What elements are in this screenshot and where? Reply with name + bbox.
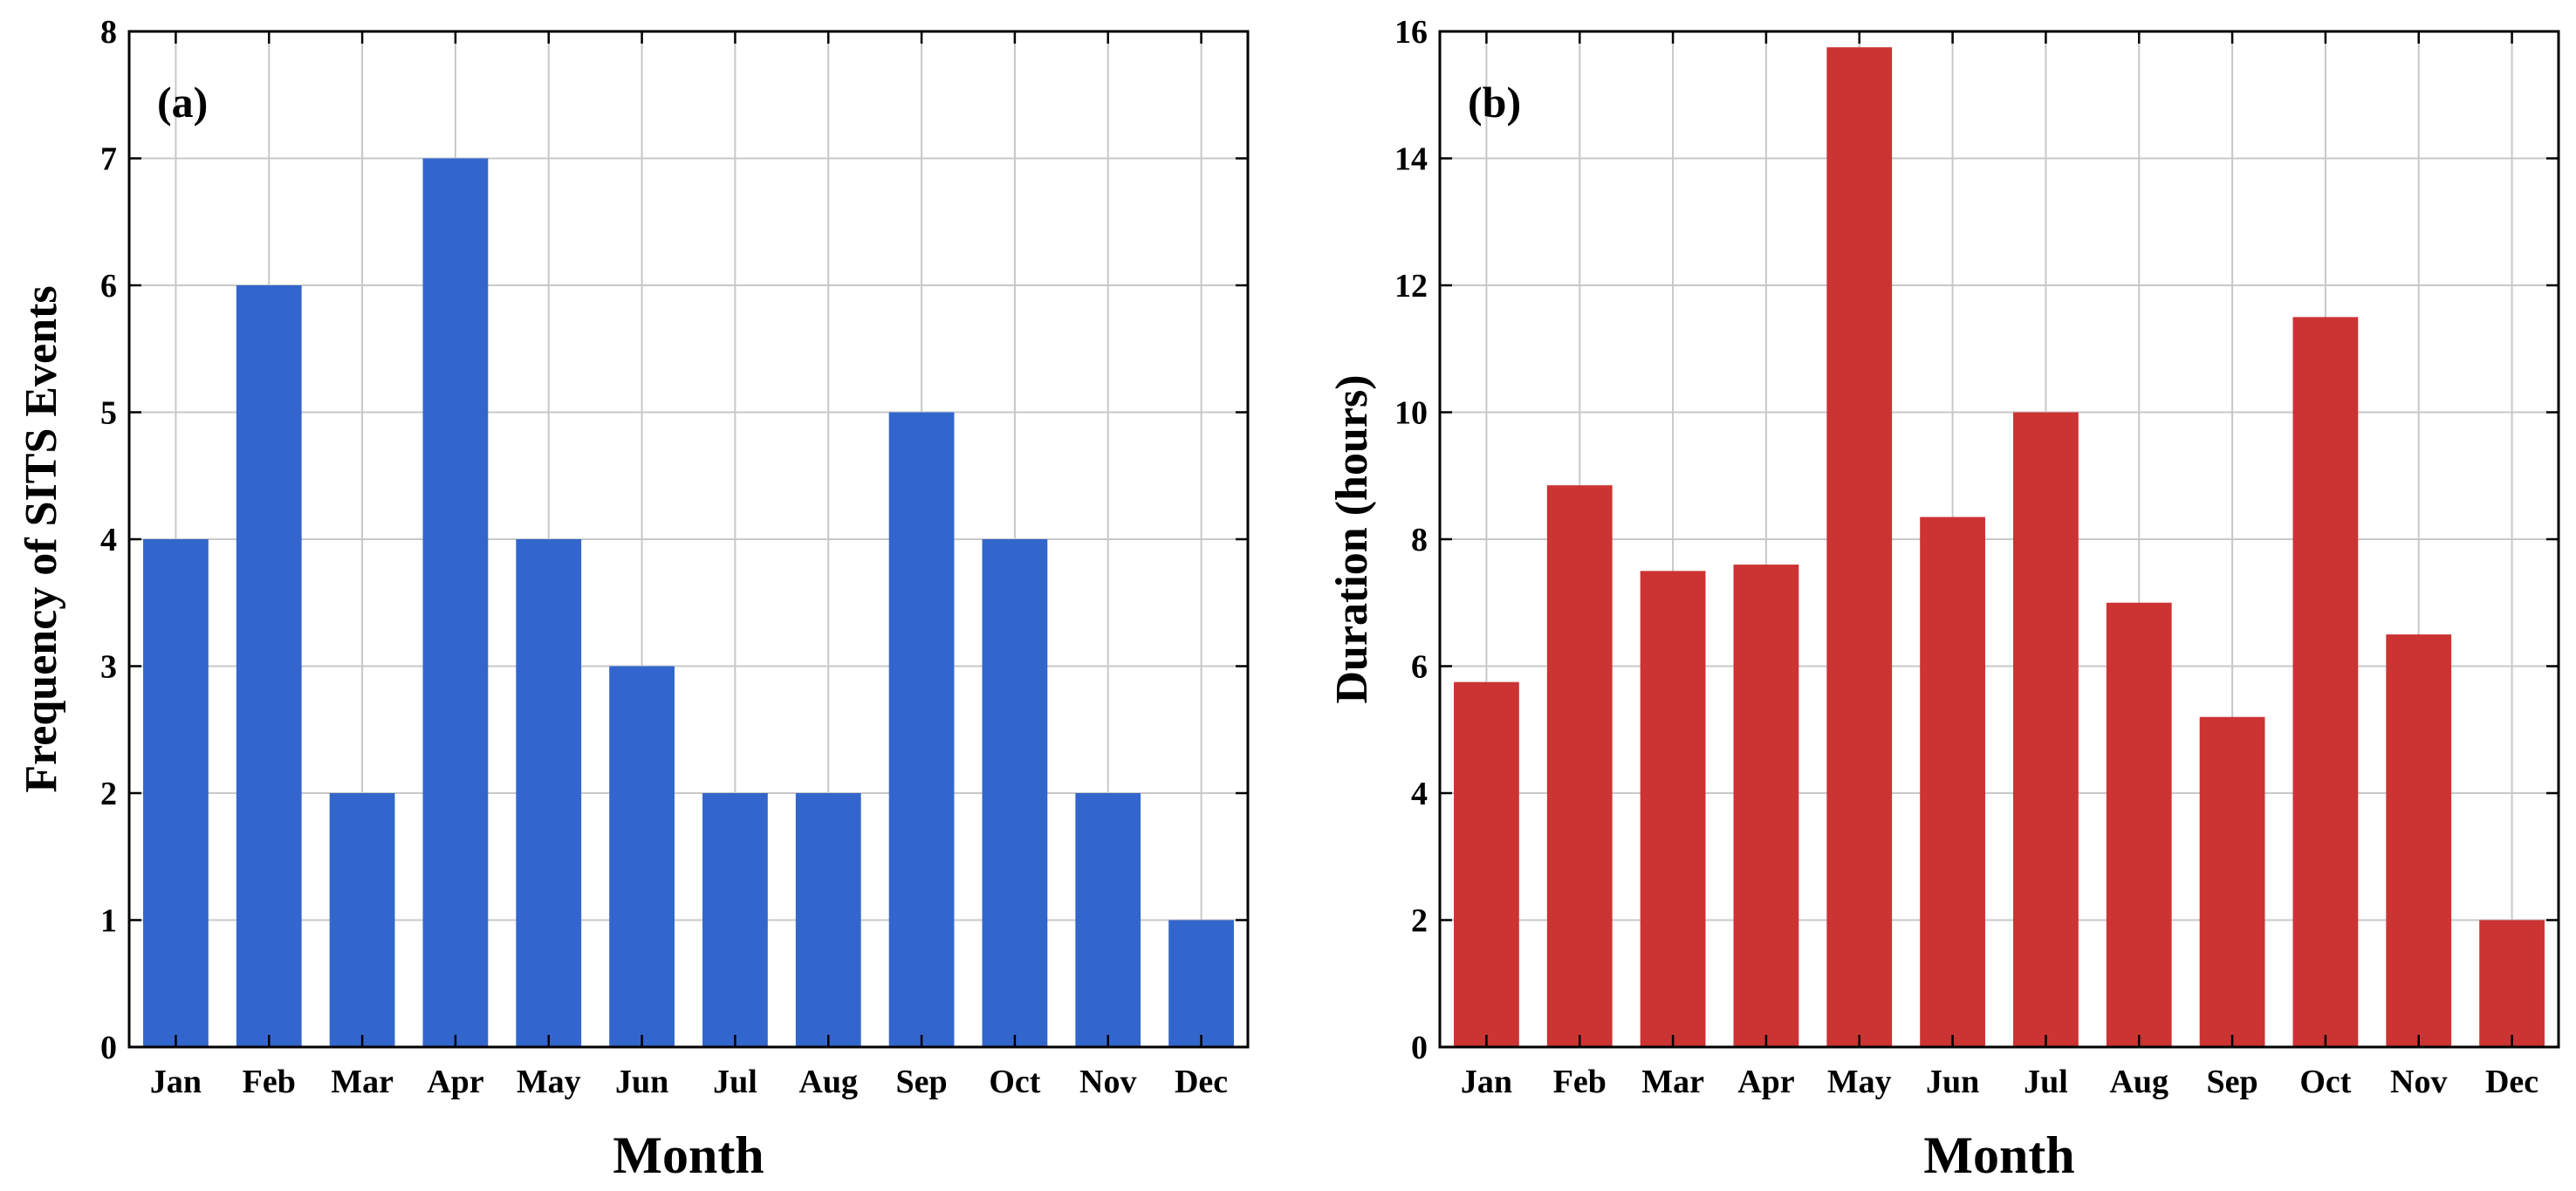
y-tick-label: 8	[1411, 522, 1428, 558]
y-tick-label: 6	[100, 268, 117, 305]
x-tick-label: Aug	[798, 1064, 858, 1100]
y-axis-label: Frequency of SITS Events	[17, 285, 66, 792]
chart-panel-a: 0 1 2 3 4 5 6 7 8 Jan Feb Mar Apr May Jun Jul Aug Sep Oct…	[17, 14, 1250, 1184]
x-tick-label: Sep	[896, 1064, 948, 1100]
bar-mar	[329, 793, 395, 1047]
x-tick-label: Oct	[989, 1064, 1040, 1100]
bar-may	[516, 539, 582, 1047]
x-tick-label: Feb	[243, 1064, 296, 1100]
x-tick-label: Jun	[615, 1064, 668, 1100]
x-tick-label: Jan	[150, 1064, 202, 1100]
x-axis-label: Month	[613, 1126, 764, 1184]
x-tick-labels: Jan Feb Mar Apr May Jun Jul Aug Sep Oct Nov Dec	[150, 1064, 1228, 1100]
y-tick-label: 6	[1411, 649, 1428, 686]
x-tick-label: Apr	[427, 1064, 484, 1100]
x-tick-label: Dec	[1175, 1064, 1228, 1100]
x-tick-label: Sep	[2207, 1064, 2258, 1100]
bar-jun	[1920, 517, 1985, 1047]
y-tick-label: 2	[1411, 903, 1428, 940]
bar-nov	[1075, 793, 1141, 1047]
y-tick-label: 0	[1411, 1030, 1428, 1066]
y-tick-labels: 0 1 2 3 4 5 6 7 8	[100, 14, 117, 1066]
bar-nov	[2386, 634, 2452, 1047]
y-tick-label: 3	[100, 649, 117, 686]
y-tick-label: 10	[1394, 395, 1428, 432]
x-tick-label: Mar	[331, 1064, 394, 1100]
x-tick-label: Dec	[2485, 1064, 2538, 1100]
x-tick-label: Oct	[2299, 1064, 2351, 1100]
bar-oct	[2292, 317, 2359, 1047]
y-tick-label: 16	[1394, 14, 1428, 51]
x-tick-label: May	[1827, 1064, 1892, 1100]
x-tick-label: May	[517, 1064, 581, 1100]
y-tick-label: 8	[100, 14, 117, 51]
bar-may	[1826, 47, 1893, 1047]
bar-aug	[795, 793, 861, 1047]
y-tick-labels: 0 2 4 6 8 10 12 14 16	[1394, 14, 1428, 1066]
x-tick-label: Aug	[2109, 1064, 2168, 1100]
chart-panel-b: 0 2 4 6 8 10 12 14 16 Jan Feb Mar Apr May Jun Jul Aug Se…	[1327, 14, 2560, 1184]
y-axis-label: Duration (hours)	[1327, 374, 1377, 703]
bars	[1454, 47, 2545, 1047]
y-tick-label: 1	[100, 903, 117, 940]
bar-apr	[422, 158, 489, 1047]
y-tick-label: 4	[1411, 776, 1428, 812]
bar-apr	[1733, 565, 1799, 1047]
bar-dec	[1168, 920, 1234, 1047]
x-tick-label: Feb	[1553, 1064, 1607, 1100]
bar-jul	[702, 793, 768, 1047]
bar-jan	[1454, 681, 1519, 1047]
x-axis-label: Month	[1923, 1126, 2074, 1184]
ticks	[129, 30, 1248, 1049]
x-tick-label: Jul	[2024, 1064, 2068, 1100]
x-tick-label: Mar	[1641, 1064, 1704, 1100]
x-tick-label: Jul	[713, 1064, 757, 1100]
x-tick-label: Apr	[1737, 1064, 1795, 1100]
panel-label: (a)	[157, 78, 208, 127]
bar-feb	[1546, 485, 1613, 1047]
y-tick-label: 7	[100, 141, 117, 178]
y-tick-label: 0	[100, 1030, 117, 1066]
bar-jan	[143, 539, 209, 1047]
x-tick-label: Nov	[2390, 1064, 2447, 1100]
y-tick-label: 14	[1394, 141, 1428, 178]
bar-sep	[888, 412, 955, 1047]
x-tick-label: Jan	[1461, 1064, 1512, 1100]
bar-dec	[2479, 920, 2545, 1047]
panel-label: (b)	[1468, 78, 1521, 127]
x-tick-labels: Jan Feb Mar Apr May Jun Jul Aug Sep Oct Nov Dec	[1461, 1064, 2538, 1100]
bar-feb	[236, 285, 302, 1047]
bars	[143, 158, 1234, 1047]
bar-jun	[609, 666, 675, 1047]
bar-jul	[2013, 412, 2079, 1047]
y-tick-label: 2	[100, 776, 117, 812]
bar-sep	[2199, 716, 2265, 1047]
x-tick-label: Nov	[1079, 1064, 1136, 1100]
bar-mar	[1640, 571, 1706, 1047]
bar-aug	[2106, 602, 2172, 1047]
y-tick-label: 12	[1394, 268, 1428, 305]
x-tick-label: Jun	[1926, 1064, 1979, 1100]
bar-oct	[982, 539, 1048, 1047]
y-tick-label: 4	[100, 522, 117, 558]
y-tick-label: 5	[100, 395, 117, 432]
ticks	[1440, 30, 2559, 1049]
